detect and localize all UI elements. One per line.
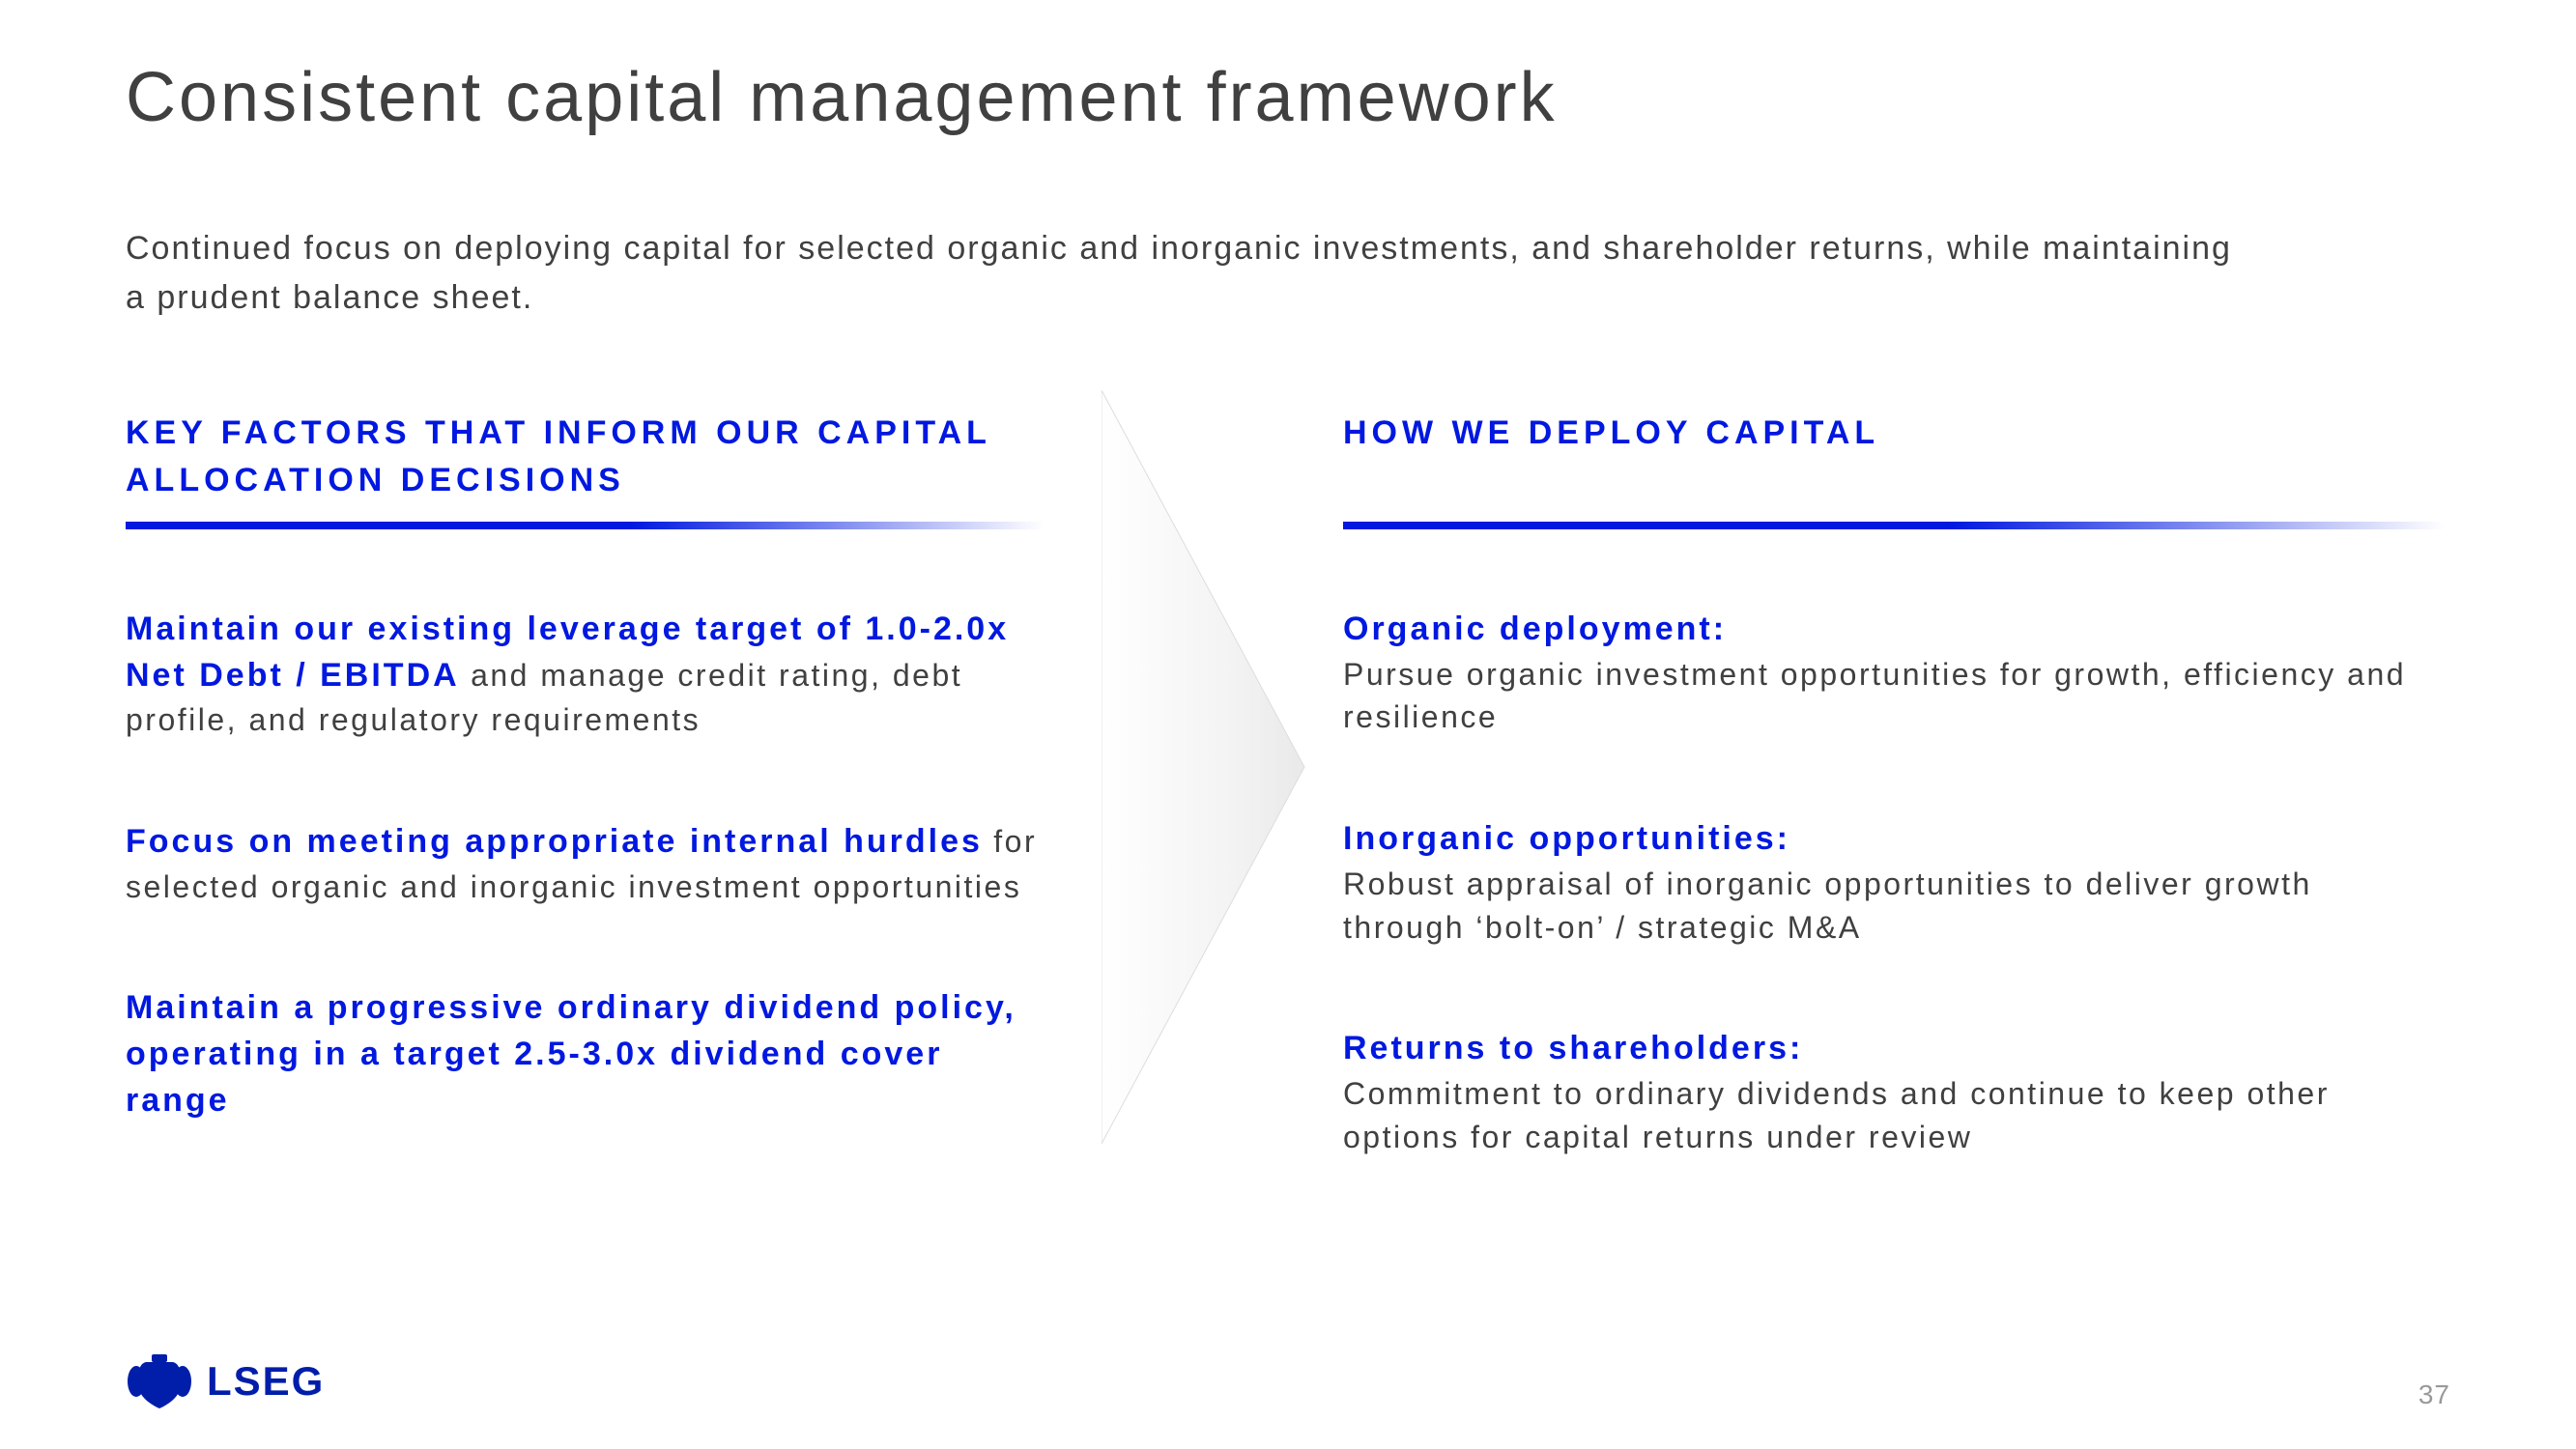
- right-heading: HOW WE DEPLOY CAPITAL: [1343, 410, 2445, 506]
- columns: KEY FACTORS THAT INFORM OUR CAPITAL ALLO…: [126, 410, 2450, 1236]
- crest-icon: [126, 1352, 193, 1410]
- footer: LSEG: [126, 1352, 325, 1410]
- slide-subtitle: Continued focus on deploying capital for…: [126, 224, 2251, 323]
- page-number: 37: [2419, 1379, 2450, 1410]
- slide: Consistent capital management framework …: [0, 0, 2576, 1449]
- left-column: KEY FACTORS THAT INFORM OUR CAPITAL ALLO…: [126, 410, 1102, 1236]
- left-item-3: Maintain a progressive ordinary dividend…: [126, 985, 1044, 1123]
- slide-title: Consistent capital management framework: [126, 58, 2450, 137]
- right-item-3: Returns to shareholders: Commitment to o…: [1343, 1026, 2445, 1158]
- right-item-1-lead: Organic deployment:: [1343, 607, 2445, 653]
- right-item-3-lead: Returns to shareholders:: [1343, 1026, 2445, 1072]
- arrow-icon: [1102, 390, 1353, 1144]
- right-item-2-body: Robust appraisal of inorganic opportunit…: [1343, 863, 2445, 950]
- right-column: HOW WE DEPLOY CAPITAL Organic deployment…: [1343, 410, 2445, 1236]
- right-item-1: Organic deployment: Pursue organic inves…: [1343, 607, 2445, 739]
- left-heading: KEY FACTORS THAT INFORM OUR CAPITAL ALLO…: [126, 410, 1044, 506]
- right-divider: [1343, 522, 2445, 529]
- left-item-3-lead: Maintain a progressive ordinary dividend…: [126, 989, 1016, 1118]
- left-item-2: Focus on meeting appropriate internal hu…: [126, 819, 1044, 908]
- left-item-1: Maintain our existing leverage target of…: [126, 607, 1044, 742]
- right-item-2-lead: Inorganic opportunities:: [1343, 816, 2445, 863]
- left-item-2-lead: Focus on meeting appropriate internal hu…: [126, 823, 983, 860]
- brand-text: LSEG: [207, 1358, 325, 1405]
- right-item-1-body: Pursue organic investment opportunities …: [1343, 653, 2445, 740]
- left-divider: [126, 522, 1044, 529]
- right-item-3-body: Commitment to ordinary dividends and con…: [1343, 1072, 2445, 1159]
- right-item-2: Inorganic opportunities: Robust appraisa…: [1343, 816, 2445, 949]
